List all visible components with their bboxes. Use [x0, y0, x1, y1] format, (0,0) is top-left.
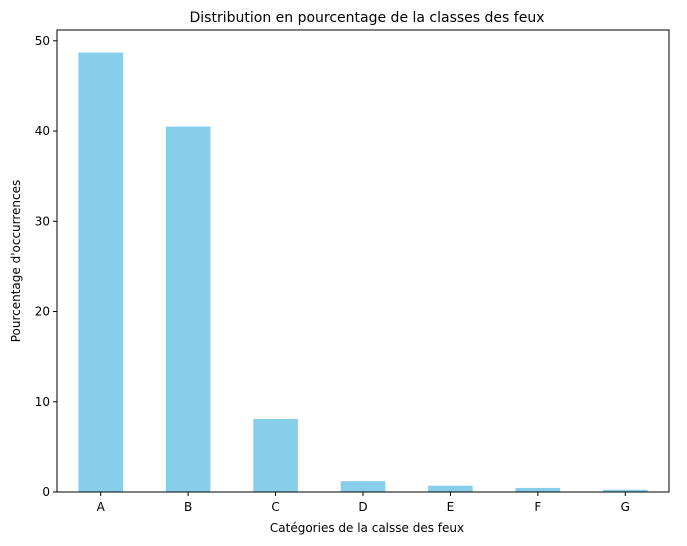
bar-d [340, 481, 386, 492]
bar-e [428, 485, 473, 492]
y-tick-label-20: 20 [35, 305, 50, 319]
x-tick-label-b: B [184, 500, 192, 514]
x-axis-ticks: A B C D E F G [97, 492, 630, 514]
chart-title: Distribution en pourcentage de la classe… [190, 10, 545, 26]
x-tick-label-a: A [97, 500, 106, 514]
bar-b [165, 126, 211, 493]
x-tick-label-e: E [447, 500, 455, 514]
bars-layer [78, 52, 648, 493]
y-tick-label-0: 0 [42, 485, 50, 499]
x-tick-label-f: F [534, 500, 541, 514]
y-axis-label: Pourcentage d'occurrences [9, 180, 23, 343]
y-tick-label-30: 30 [35, 214, 50, 228]
bar-c [253, 418, 298, 492]
bar-g [602, 489, 648, 492]
x-tick-label-g: G [621, 500, 630, 514]
y-tick-label-40: 40 [35, 124, 50, 138]
y-tick-label-50: 50 [35, 34, 50, 48]
y-axis-ticks: 0 10 20 30 40 50 [35, 34, 57, 499]
x-axis-label: Catégories de la calsse des feux [270, 521, 464, 535]
bar-f [515, 487, 561, 492]
x-tick-label-d: D [358, 500, 367, 514]
x-tick-label-c: C [271, 500, 279, 514]
bar-a [78, 52, 124, 493]
y-tick-label-10: 10 [35, 395, 50, 409]
